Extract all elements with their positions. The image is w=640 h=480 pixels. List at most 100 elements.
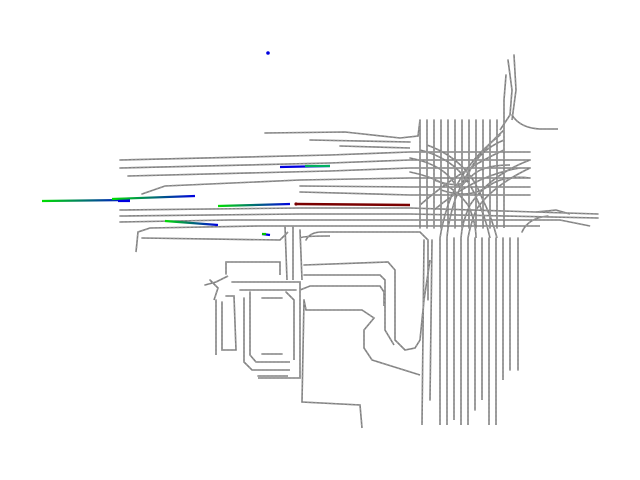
lane-dot	[207, 173, 209, 175]
lane-dot	[429, 159, 431, 161]
lane-dot	[255, 219, 257, 221]
lane-dot	[419, 227, 421, 229]
lane-dot	[496, 155, 498, 157]
lane-dot	[430, 327, 432, 329]
lane-dot	[147, 158, 149, 161]
lane-dot	[251, 172, 253, 174]
lane-dot	[509, 277, 511, 279]
lane-dot	[439, 168, 441, 170]
lane-dot	[223, 213, 225, 216]
lane-dot	[239, 207, 241, 210]
lane-dot	[323, 191, 325, 194]
lane-dot	[407, 213, 409, 215]
lane-dot	[375, 146, 377, 148]
lane-dot	[460, 341, 462, 343]
lane-dot	[375, 207, 377, 209]
lane-dot	[414, 231, 416, 233]
lane-dot	[290, 296, 293, 299]
lane-dot	[488, 337, 490, 339]
lane-dot	[420, 329, 422, 332]
lane-dot	[485, 149, 487, 152]
lane-dot	[255, 163, 257, 166]
lane-dot	[255, 155, 257, 158]
lane-dot	[269, 239, 271, 241]
lane-dot	[338, 309, 341, 311]
lane-dot	[394, 322, 396, 325]
lane-dot	[517, 277, 519, 279]
lane-dots	[509, 237, 511, 371]
lane-dot	[440, 131, 442, 133]
lane-dot	[488, 353, 490, 355]
lane-dot	[533, 225, 535, 227]
lane-dot	[460, 365, 462, 367]
lane-dot	[413, 177, 415, 179]
lane-dot	[474, 333, 476, 335]
lane-dot	[247, 164, 249, 166]
lane-dot	[195, 214, 197, 217]
lane-dot	[503, 129, 505, 131]
lane-dot	[453, 265, 455, 267]
lane-dot	[399, 219, 401, 221]
lane-dot	[444, 152, 446, 155]
lane-dot	[479, 155, 481, 157]
lane-dot	[453, 341, 455, 343]
lane-dot	[399, 167, 401, 170]
lane-dot	[171, 184, 174, 187]
lane-dot	[467, 245, 469, 247]
lane-dot	[239, 219, 241, 221]
lane-dot	[529, 215, 531, 218]
lane-dot	[273, 261, 275, 263]
lane-dot	[529, 159, 531, 161]
lane-dot	[485, 214, 487, 217]
lane-dot	[311, 170, 313, 173]
lane-dot	[263, 369, 266, 371]
lane-dots	[409, 207, 599, 215]
lane-dot	[429, 343, 432, 345]
lane-dot	[399, 207, 401, 209]
lane-dot	[318, 309, 321, 311]
lane-dot	[461, 194, 463, 196]
lane-dot	[589, 212, 591, 215]
lane-dot	[368, 133, 370, 136]
lane-dot	[327, 154, 329, 156]
lane-dot	[359, 145, 361, 148]
lane-dot	[292, 277, 294, 279]
lane-dot	[219, 279, 222, 281]
lane-dot	[251, 369, 254, 371]
lane-dot	[394, 298, 396, 301]
lane-dots	[141, 177, 410, 195]
lane-dot	[504, 86, 506, 88]
lane-dot	[225, 261, 227, 263]
lane-dot	[351, 403, 353, 406]
lane-dot	[517, 361, 519, 363]
lane-dot	[473, 186, 475, 188]
lane-dot	[439, 413, 441, 415]
lane-dot	[147, 174, 149, 177]
lane-dot	[447, 219, 449, 221]
lane-dot	[460, 389, 462, 391]
lane-dot	[468, 155, 470, 157]
lane-dot	[453, 325, 455, 327]
lane-dot	[431, 193, 434, 196]
agent-tracks	[41, 51, 331, 237]
lane-dot	[283, 171, 285, 174]
lane-dot	[332, 131, 334, 134]
lane-dot	[185, 237, 187, 240]
lane-dot	[267, 213, 269, 216]
lane-dot	[419, 175, 421, 177]
lane-dot	[439, 381, 441, 383]
lane-dot	[495, 261, 497, 263]
lane-dot	[505, 151, 507, 153]
lane-dot	[517, 289, 519, 291]
lane-dot	[319, 185, 321, 188]
lane-dot	[243, 164, 245, 166]
lane-dot	[489, 123, 491, 125]
lane-dot	[497, 209, 499, 212]
lane-dot	[131, 175, 133, 177]
lane-dot	[453, 365, 455, 367]
lane-dot	[488, 241, 490, 243]
lane-dot	[504, 82, 507, 84]
lane-dot	[141, 193, 143, 195]
lane-dot	[467, 234, 470, 237]
lane-dot	[279, 263, 281, 265]
